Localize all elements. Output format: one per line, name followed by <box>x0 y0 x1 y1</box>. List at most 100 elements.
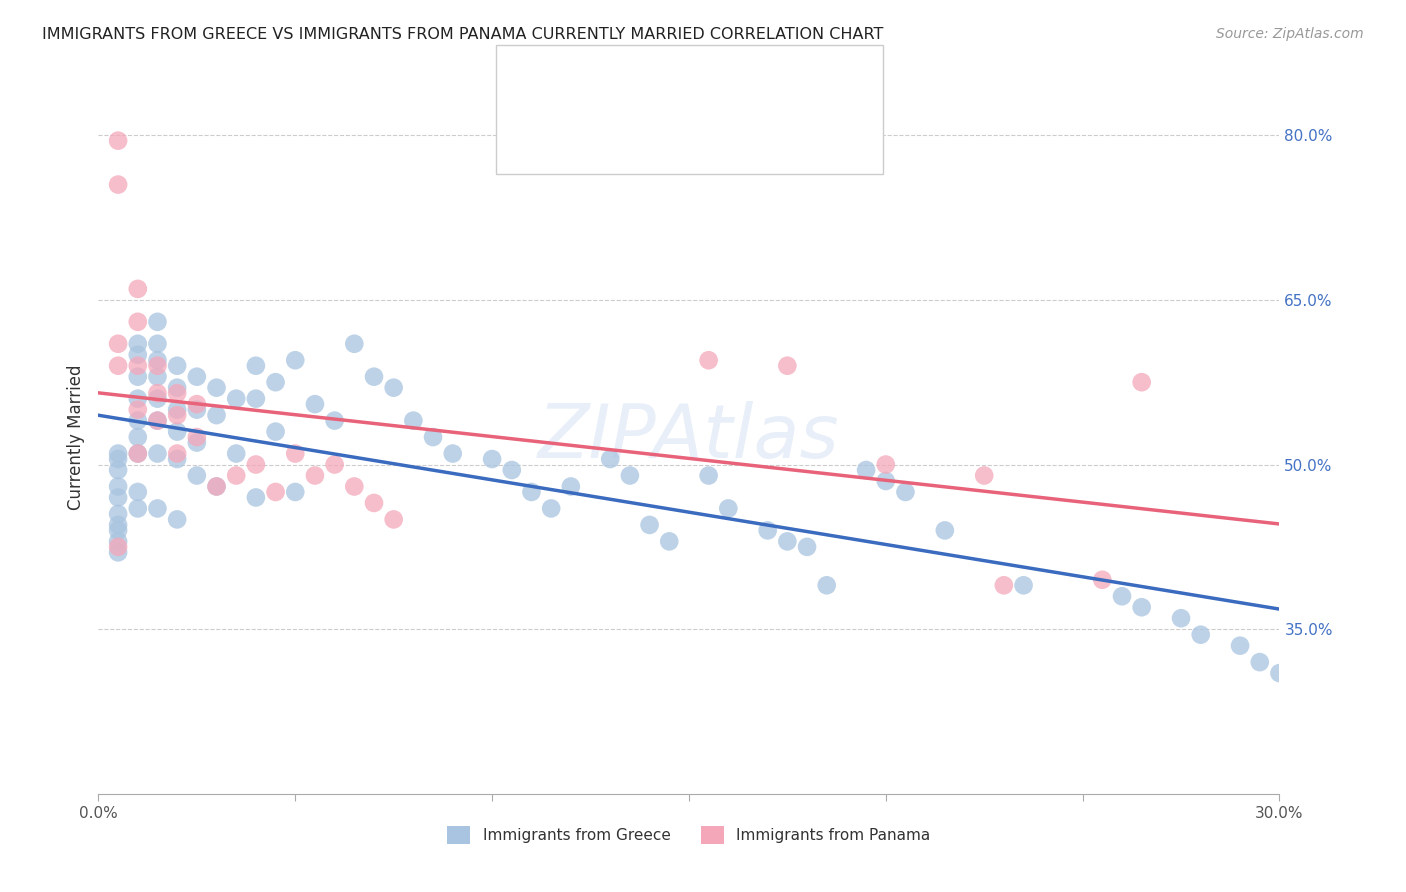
Point <box>225 468 247 483</box>
Text: Source: ZipAtlas.com: Source: ZipAtlas.com <box>1216 27 1364 41</box>
Point <box>127 430 149 444</box>
Y-axis label: Currently Married: Currently Married <box>66 364 84 510</box>
Point <box>107 534 129 549</box>
Point <box>796 540 818 554</box>
Point <box>1130 375 1153 389</box>
Point <box>127 485 149 500</box>
Point <box>107 540 129 554</box>
Point <box>127 402 149 417</box>
Point <box>186 430 208 444</box>
Point <box>107 178 129 192</box>
Point <box>107 545 129 559</box>
Point <box>166 512 188 526</box>
Legend: Immigrants from Greece, Immigrants from Panama: Immigrants from Greece, Immigrants from … <box>441 820 936 850</box>
Point <box>815 578 838 592</box>
Point <box>107 507 129 521</box>
Point <box>166 402 188 417</box>
Point <box>146 392 169 406</box>
Point <box>776 359 799 373</box>
Point <box>225 392 247 406</box>
Point <box>619 468 641 483</box>
Point <box>205 479 228 493</box>
Point <box>186 435 208 450</box>
Point <box>973 468 995 483</box>
Point <box>186 468 208 483</box>
Point <box>107 446 129 460</box>
Point <box>1091 573 1114 587</box>
Point <box>776 534 799 549</box>
Point <box>894 485 917 500</box>
Point <box>146 369 169 384</box>
Point <box>540 501 562 516</box>
Point <box>127 501 149 516</box>
Point <box>875 458 897 472</box>
Point <box>146 353 169 368</box>
Point <box>166 381 188 395</box>
Point <box>107 524 129 538</box>
Point <box>245 491 267 505</box>
Point <box>717 501 740 516</box>
Point <box>875 474 897 488</box>
Point <box>146 386 169 401</box>
Point <box>697 353 720 368</box>
Point <box>146 336 169 351</box>
Point <box>107 463 129 477</box>
Point <box>166 359 188 373</box>
Point <box>658 534 681 549</box>
Point <box>343 336 366 351</box>
Point <box>599 452 621 467</box>
Point <box>638 517 661 532</box>
Point <box>934 524 956 538</box>
Point <box>245 392 267 406</box>
Point <box>127 359 149 373</box>
Point <box>127 446 149 460</box>
Point <box>146 446 169 460</box>
Point <box>402 414 425 428</box>
Point <box>363 369 385 384</box>
Point <box>107 452 129 467</box>
Point <box>1268 666 1291 681</box>
Point <box>422 430 444 444</box>
Text: IMMIGRANTS FROM GREECE VS IMMIGRANTS FROM PANAMA CURRENTLY MARRIED CORRELATION C: IMMIGRANTS FROM GREECE VS IMMIGRANTS FRO… <box>42 27 883 42</box>
Point <box>756 524 779 538</box>
Point <box>146 501 169 516</box>
Point <box>1130 600 1153 615</box>
Point <box>441 446 464 460</box>
Text: R = -0.157   N = 87: R = -0.157 N = 87 <box>555 69 745 87</box>
Point <box>284 446 307 460</box>
Point <box>127 446 149 460</box>
Point <box>382 381 405 395</box>
Point <box>481 452 503 467</box>
Point <box>127 315 149 329</box>
Point <box>323 458 346 472</box>
Point <box>107 491 129 505</box>
Text: R =  0.073   N = 35: R = 0.073 N = 35 <box>555 113 745 131</box>
Point <box>343 479 366 493</box>
Point <box>363 496 385 510</box>
Point <box>146 359 169 373</box>
Point <box>697 468 720 483</box>
Point <box>205 479 228 493</box>
Point <box>264 485 287 500</box>
Point <box>166 446 188 460</box>
Point <box>382 512 405 526</box>
Point <box>127 336 149 351</box>
Point <box>520 485 543 500</box>
Point <box>284 353 307 368</box>
Point <box>127 392 149 406</box>
Point <box>186 402 208 417</box>
Text: ZIPAtlas: ZIPAtlas <box>538 401 839 473</box>
Point <box>146 414 169 428</box>
Point <box>560 479 582 493</box>
Point <box>107 359 129 373</box>
Point <box>323 414 346 428</box>
Point <box>284 485 307 500</box>
Point <box>1111 589 1133 603</box>
Point <box>855 463 877 477</box>
Point <box>107 517 129 532</box>
Point <box>304 397 326 411</box>
Point <box>127 282 149 296</box>
Point <box>186 397 208 411</box>
Point <box>1229 639 1251 653</box>
Point <box>107 336 129 351</box>
